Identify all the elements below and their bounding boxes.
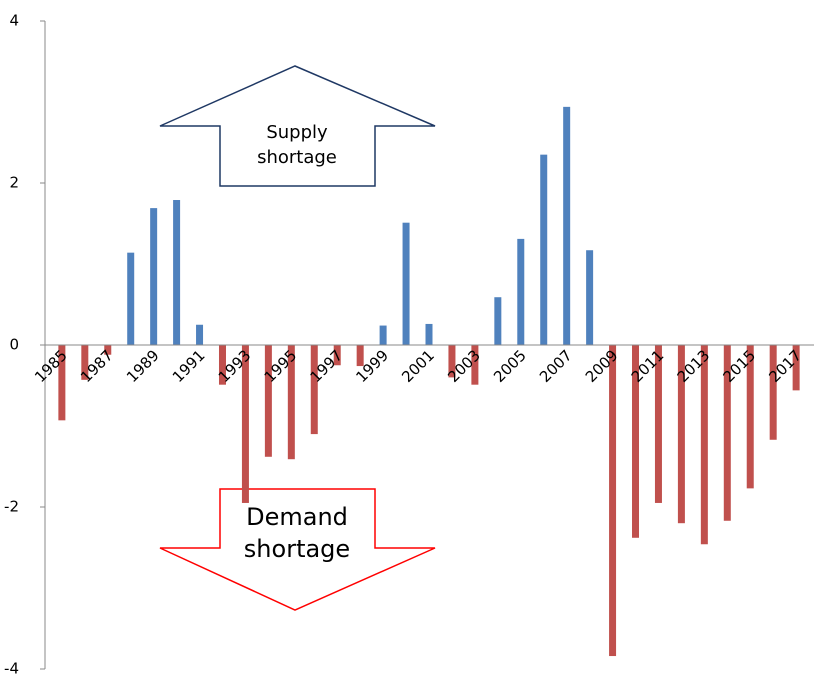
bar bbox=[333, 345, 341, 366]
x-tick-label: 2001 bbox=[398, 346, 438, 386]
bar bbox=[402, 222, 410, 345]
supply-arrow bbox=[159, 65, 436, 187]
bar bbox=[425, 323, 433, 345]
bar bbox=[81, 345, 89, 380]
y-tick-label: 4 bbox=[9, 12, 19, 30]
bar bbox=[127, 252, 135, 345]
bar bbox=[471, 345, 479, 385]
x-tick-label: 1989 bbox=[123, 346, 163, 386]
bar bbox=[448, 345, 456, 378]
bar bbox=[218, 345, 226, 385]
bar bbox=[196, 324, 204, 345]
bar bbox=[632, 345, 640, 538]
bar bbox=[379, 325, 387, 345]
y-tick-label: 2 bbox=[9, 174, 19, 192]
bar bbox=[517, 238, 525, 345]
x-tick-label: 2007 bbox=[536, 346, 576, 386]
annotation: Supply bbox=[266, 122, 328, 143]
x-tick-label: 1991 bbox=[169, 346, 209, 386]
bar bbox=[58, 345, 66, 421]
bar bbox=[264, 345, 272, 457]
demand-arrow bbox=[159, 488, 436, 611]
bar bbox=[356, 345, 364, 367]
bar bbox=[241, 345, 249, 503]
annotation: shortage bbox=[257, 147, 337, 168]
bar bbox=[746, 345, 754, 489]
bar bbox=[586, 250, 594, 345]
y-tick-label: -2 bbox=[4, 498, 19, 516]
bar bbox=[563, 106, 571, 345]
bar bbox=[310, 345, 318, 435]
bar bbox=[723, 345, 731, 521]
annotation: Demand bbox=[246, 503, 348, 531]
bar bbox=[654, 345, 662, 503]
bar bbox=[700, 345, 708, 545]
bar bbox=[609, 345, 617, 657]
annotation: shortage bbox=[244, 535, 350, 563]
bar bbox=[769, 345, 777, 440]
bar bbox=[173, 200, 181, 345]
x-tick-label: 2005 bbox=[490, 346, 530, 386]
bar bbox=[104, 345, 112, 355]
bar bbox=[494, 297, 502, 345]
bar bbox=[287, 345, 295, 460]
bar bbox=[677, 345, 685, 524]
y-tick-label: -4 bbox=[4, 660, 19, 674]
bar bbox=[540, 154, 548, 345]
bar bbox=[792, 345, 800, 391]
bar bbox=[150, 208, 158, 345]
y-tick-label: 0 bbox=[9, 336, 19, 354]
